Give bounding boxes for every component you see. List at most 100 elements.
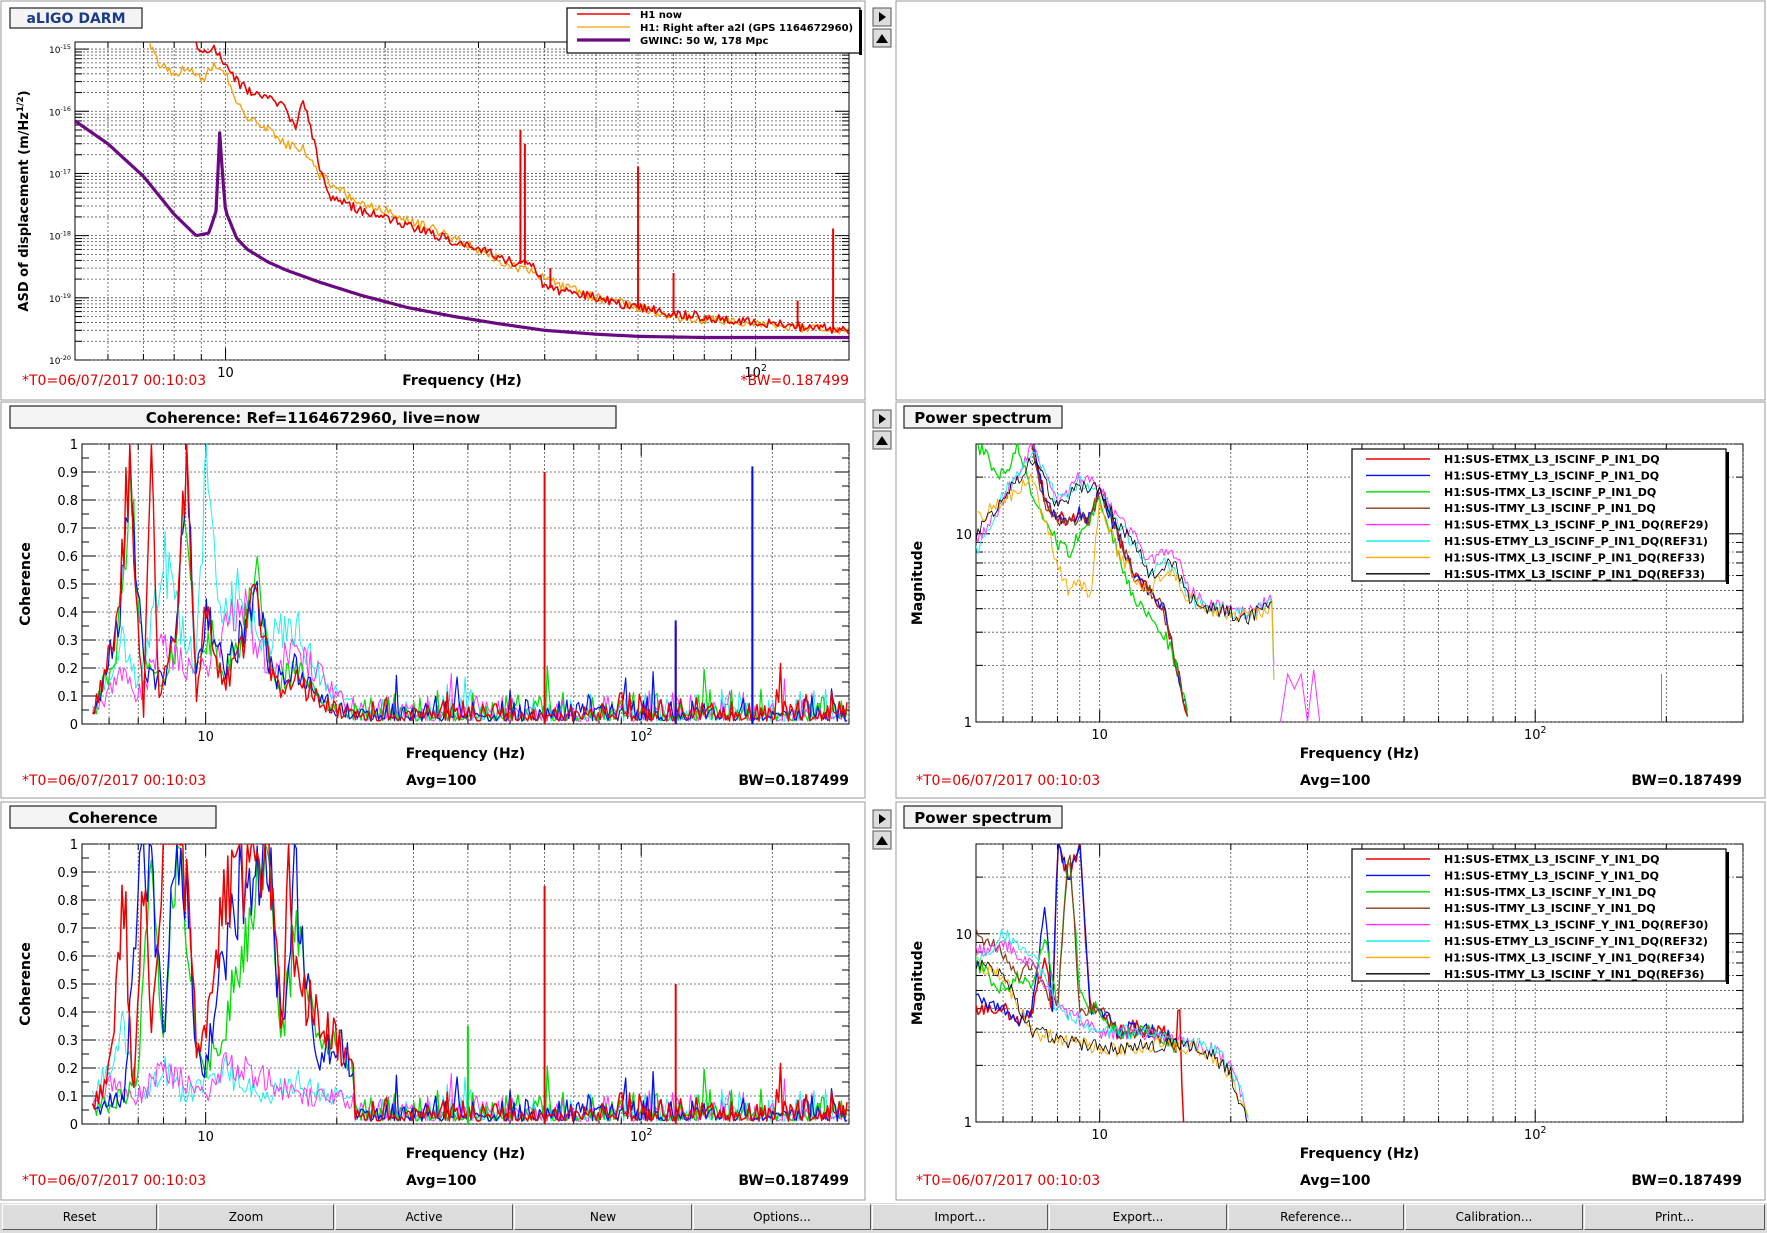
legend-label: H1:SUS-ITMY_L3_ISCINF_P_IN1_DQ: [1444, 502, 1656, 515]
x-axis-label: Frequency (Hz): [1300, 1146, 1419, 1162]
new-button[interactable]: New: [514, 1204, 692, 1230]
y-tick-label: 0: [70, 1118, 78, 1133]
y-axis-label-group: ASD of displacement (m/Hz1/2): [16, 90, 32, 311]
y-tick-label: 0.7: [57, 922, 78, 937]
series-line-green: [976, 860, 1177, 1053]
status-bw: *BW=0.187499: [741, 373, 849, 389]
y-tick-label: 0.7: [57, 522, 78, 537]
y-tick-label: 0.3: [57, 634, 78, 649]
y-grid: [82, 843, 849, 1125]
reference-button[interactable]: Reference...: [1228, 1204, 1404, 1230]
y-grid: [82, 443, 849, 725]
pad-arrows-1[interactable]: [872, 409, 892, 450]
panel-coh_y: Coherence 10 102 0 0.1 0.2 0.3 0.4 0.5 0.6 0.7 0.8 0…: [9, 805, 850, 1189]
pad-frame-empty: [895, 0, 1766, 401]
status-avg: Avg=100: [1300, 1173, 1371, 1189]
status-bw: BW=0.187499: [1631, 773, 1742, 789]
legend-label: H1:SUS-ETMX_L3_ISCINF_Y_IN1_DQ(REF30): [1444, 919, 1708, 932]
active-button[interactable]: Active: [335, 1204, 513, 1230]
options-button[interactable]: Options...: [693, 1204, 871, 1230]
legend-label: H1:SUS-ITMX_L3_ISCINF_Y_IN1_DQ: [1444, 886, 1656, 899]
legend-label: H1:SUS-ITMY_L3_ISCINF_Y_IN1_DQ(REF36): [1444, 968, 1704, 981]
arrow-up-icon: [876, 436, 888, 445]
import-button[interactable]: Import...: [872, 1204, 1048, 1230]
x-tick-label: 102: [630, 1127, 653, 1145]
legend-box: [1351, 848, 1727, 982]
panel-title: Coherence: [68, 809, 157, 827]
y-axis-label: ASD of displacement (m/Hz1/2): [16, 90, 32, 311]
status-t0: *T0=06/07/2017 00:10:03: [22, 1173, 206, 1189]
x-axis-label: Frequency (Hz): [1300, 746, 1419, 762]
y-tick-label: 0.8: [57, 494, 78, 509]
legend: H1:SUS-ETMX_L3_ISCINF_P_IN1_DQ H1:SUS-ETM…: [1351, 448, 1729, 584]
y-tick-label: 10-18: [49, 230, 71, 243]
x-tick-label: 10: [217, 366, 234, 381]
series-line-darm_orange: [148, 42, 849, 335]
legend-box: [1351, 448, 1727, 582]
legend-label: H1:SUS-ITMY_L3_ISCINF_Y_IN1_DQ: [1444, 902, 1656, 915]
legend-label: H1: Right after a2l (GPS 1164672960): [640, 23, 853, 34]
series-line-green: [977, 444, 1189, 718]
panel-title: Coherence: Ref=1164672960, live=now: [146, 409, 481, 427]
button-bar: Reset Zoom Active New Options... Import.…: [0, 1202, 1767, 1233]
legend-label: H1:SUS-ETMX_L3_ISCINF_P_IN1_DQ(REF29): [1444, 519, 1708, 532]
legend-label: H1:SUS-ITMX_L3_ISCINF_P_IN1_DQ: [1444, 486, 1656, 499]
y-tick-label: 1: [70, 438, 78, 453]
legend-shadow: [1726, 452, 1729, 584]
y-tick-label: 0.9: [57, 466, 78, 481]
y-tick-label: 0: [70, 718, 78, 733]
legend-label: H1 now: [640, 10, 682, 21]
title-box: [9, 405, 617, 429]
status-avg: Avg=100: [406, 1173, 477, 1189]
arrow-up-icon: [876, 34, 888, 43]
y-tick-label: 1: [964, 1116, 972, 1131]
y-tick-label: 0.1: [57, 1090, 78, 1105]
status-avg: Avg=100: [1300, 773, 1371, 789]
panel-title-coh_p: Coherence: Ref=1164672960, live=now: [9, 405, 617, 429]
y-axis-label: Magnitude: [910, 541, 926, 625]
y-tick-label: 0.9: [57, 866, 78, 881]
series-line-cyan: [92, 444, 848, 722]
pad-arrows-2[interactable]: [872, 809, 892, 850]
status-avg: Avg=100: [406, 773, 477, 789]
x-axis-label: Frequency (Hz): [406, 1146, 525, 1162]
series-line-black: [976, 457, 1273, 625]
y-tick-label: 0.4: [57, 606, 78, 621]
export-button[interactable]: Export...: [1049, 1204, 1227, 1230]
status-bw: BW=0.187499: [738, 773, 849, 789]
print-button[interactable]: Print...: [1584, 1204, 1765, 1230]
y-tick-label: 10-15: [49, 43, 71, 56]
series-line-purple: [75, 119, 849, 340]
y-tick-label: 0.2: [57, 1062, 78, 1077]
y-axis-label: Coherence: [18, 942, 34, 1026]
series-line-cyan: [92, 1010, 848, 1122]
series-line-black: [976, 959, 1248, 1122]
series-tail: [1279, 669, 1321, 722]
legend-label: H1:SUS-ITMX_L3_ISCINF_Y_IN1_DQ(REF34): [1444, 951, 1705, 964]
panel-title-psd_y: Power spectrum: [903, 805, 1063, 829]
legend-label: H1:SUS-ETMY_L3_ISCINF_P_IN1_DQ: [1444, 469, 1659, 482]
legend: H1:SUS-ETMX_L3_ISCINF_Y_IN1_DQ H1:SUS-ETM…: [1351, 848, 1729, 984]
legend-label: H1:SUS-ETMY_L3_ISCINF_Y_IN1_DQ: [1444, 869, 1659, 882]
arrow-right-icon: [879, 12, 886, 22]
series-line-red: [91, 844, 848, 1122]
legend-label: H1:SUS-ETMY_L3_ISCINF_Y_IN1_DQ(REF32): [1444, 935, 1708, 948]
pad-arrows-0[interactable]: [872, 7, 892, 48]
x-tick-label: 102: [630, 727, 653, 745]
y-tick-label: 0.6: [57, 950, 78, 965]
x-axis-label: Frequency (Hz): [406, 746, 525, 762]
plot-area: [74, 41, 850, 361]
y-tick-label: 10: [955, 528, 972, 543]
series-line-magenta: [92, 1051, 848, 1122]
y-tick-label: 10-17: [49, 167, 71, 180]
y-tick-label: 0.2: [57, 662, 78, 677]
arrow-right-icon: [879, 814, 886, 824]
legend-shadow: [859, 10, 862, 55]
zoom-button[interactable]: Zoom: [158, 1204, 334, 1230]
title-box: [903, 405, 1063, 429]
calibration-button[interactable]: Calibration...: [1405, 1204, 1583, 1230]
series-line-cyan: [976, 928, 1249, 1120]
legend-label: H1:SUS-ETMX_L3_ISCINF_Y_IN1_DQ: [1444, 853, 1660, 866]
reset-button[interactable]: Reset: [2, 1204, 157, 1230]
